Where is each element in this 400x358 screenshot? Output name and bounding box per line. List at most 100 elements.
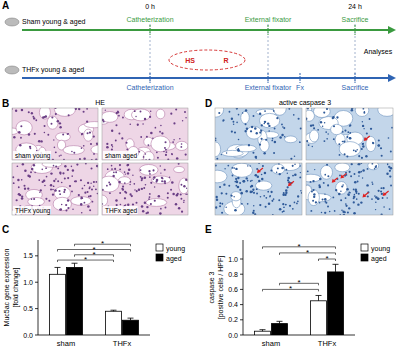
nucleus — [181, 211, 183, 213]
nucleus — [147, 144, 149, 146]
alveolus — [118, 177, 130, 184]
nucleus — [53, 139, 54, 140]
nucleus — [289, 205, 291, 207]
nucleus — [262, 165, 264, 167]
nucleus — [359, 163, 361, 165]
nucleus — [348, 207, 350, 209]
nucleus — [34, 172, 36, 174]
nucleus — [62, 172, 64, 174]
nucleus — [169, 176, 170, 177]
x-tick-label: sham — [262, 339, 280, 348]
nucleus — [221, 192, 223, 194]
nucleus — [256, 188, 258, 190]
nucleus — [310, 181, 312, 183]
nucleus — [233, 167, 235, 169]
panel-letter: C — [2, 224, 9, 235]
alveolus — [143, 152, 154, 163]
nucleus — [253, 205, 254, 206]
nucleus — [344, 130, 346, 132]
nucleus — [231, 195, 233, 197]
nucleus — [164, 147, 166, 149]
nucleus — [374, 168, 376, 170]
nucleus — [35, 119, 37, 121]
nucleus — [15, 110, 17, 112]
nucleus — [256, 193, 258, 195]
alveolus — [273, 102, 286, 115]
nucleus — [135, 116, 136, 117]
nucleus — [84, 185, 86, 187]
nucleus — [251, 180, 253, 182]
tissue-bg — [306, 163, 393, 215]
nucleus — [391, 127, 393, 129]
nucleus — [115, 199, 117, 201]
arrow-head — [388, 74, 396, 82]
nucleus — [300, 172, 301, 173]
nucleus — [128, 169, 131, 172]
nucleus — [106, 146, 109, 149]
nucleus — [59, 122, 61, 124]
nucleus — [125, 173, 126, 174]
nucleus — [90, 183, 91, 184]
y-tick — [240, 304, 243, 305]
nucleus — [362, 121, 363, 122]
nucleus — [105, 109, 106, 110]
nucleus — [380, 187, 382, 189]
nucleus — [90, 143, 92, 145]
nucleus — [354, 194, 356, 196]
nucleus — [346, 136, 348, 138]
nucleus — [377, 198, 379, 200]
nucleus — [121, 137, 123, 139]
nucleus — [390, 185, 392, 187]
nucleus — [69, 185, 71, 187]
nucleus — [299, 165, 300, 166]
nucleus — [93, 153, 95, 155]
nucleus — [124, 182, 126, 184]
y-tick — [35, 282, 38, 283]
nucleus — [126, 148, 128, 150]
nucleus — [234, 131, 236, 133]
bar — [106, 311, 122, 335]
alveolus — [309, 130, 318, 142]
error-bar — [260, 330, 266, 332]
nucleus — [96, 181, 98, 183]
nucleus — [132, 203, 134, 205]
nucleus — [231, 194, 232, 195]
nucleus — [233, 196, 234, 197]
nucleus — [84, 192, 86, 194]
nucleus — [274, 128, 276, 130]
micrograph — [208, 102, 302, 160]
nucleus — [216, 196, 218, 198]
nucleus — [254, 127, 257, 130]
nucleus — [142, 123, 144, 125]
nucleus — [33, 117, 35, 119]
alveolus — [231, 192, 242, 201]
nucleus — [389, 208, 391, 210]
nucleus — [165, 207, 167, 209]
nucleus — [87, 182, 89, 184]
nucleus — [294, 173, 297, 176]
alveolus — [304, 110, 315, 121]
y-tick-label: 0.5 — [23, 305, 33, 312]
nucleus — [28, 111, 30, 113]
nucleus — [145, 212, 147, 214]
nucleus — [357, 180, 359, 182]
nucleus — [83, 145, 85, 147]
nucleus — [18, 193, 21, 196]
nucleus — [237, 149, 239, 151]
nucleus — [225, 193, 227, 195]
nucleus — [238, 139, 240, 141]
nucleus — [333, 138, 335, 140]
bar — [50, 274, 66, 335]
nucleus — [325, 131, 327, 133]
nucleus — [124, 197, 126, 199]
nucleus — [237, 177, 239, 179]
nucleus — [366, 132, 368, 134]
bar — [311, 301, 327, 335]
nucleus — [245, 190, 248, 193]
nucleus — [44, 132, 46, 134]
nucleus — [95, 188, 97, 190]
nucleus — [150, 203, 152, 205]
nucleus — [144, 118, 146, 120]
row-name: Sham young & aged — [22, 18, 86, 26]
micrograph-frame — [306, 163, 393, 215]
